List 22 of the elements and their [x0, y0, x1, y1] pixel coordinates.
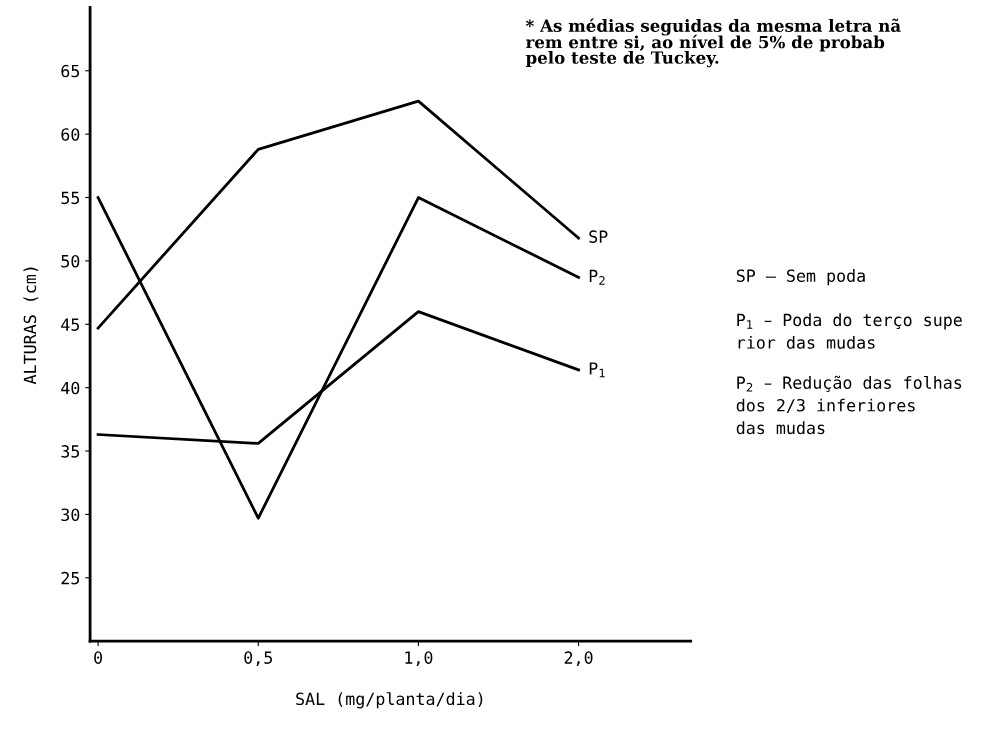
y-tick-label: 45	[61, 318, 80, 331]
y-tick-label: 40	[61, 381, 80, 395]
y-axis-title: ALTURAS (cm)	[23, 267, 39, 385]
text: P$_{2}$ – Redução das folhas dos 2/3 inferiores das mudas	[736, 375, 962, 435]
x-axis-title: SAL (mg/planta/dia)	[296, 692, 483, 709]
y-tick-label: 25	[61, 571, 80, 585]
y-tick-label: 65	[61, 64, 80, 78]
x-tick-label: 0	[94, 651, 103, 664]
x-tick-label: 0,5	[244, 651, 272, 666]
text: SP – Sem poda	[736, 269, 865, 286]
y-tick-label: 30	[61, 508, 80, 522]
x-tick-label: 2,0	[564, 651, 593, 666]
series-label: P$_{1}$	[589, 362, 605, 378]
x-tick-label: 1,0	[405, 651, 433, 666]
y-tick-label: 50	[61, 254, 80, 268]
y-tick-label: 55	[61, 191, 80, 205]
series-label: SP	[589, 230, 608, 243]
annotation: * As médias seguidas da mesma letra nã rem entre si, ao nível de 5% de probab pelo teste de Tuckey.	[525, 18, 901, 68]
y-tick-label: 60	[61, 128, 80, 141]
text: P$_{1}$ – Poda do terço supe rior das mudas	[737, 313, 962, 349]
series-label: P$_{2}$	[589, 269, 605, 285]
y-tick-label: 35	[61, 445, 80, 458]
